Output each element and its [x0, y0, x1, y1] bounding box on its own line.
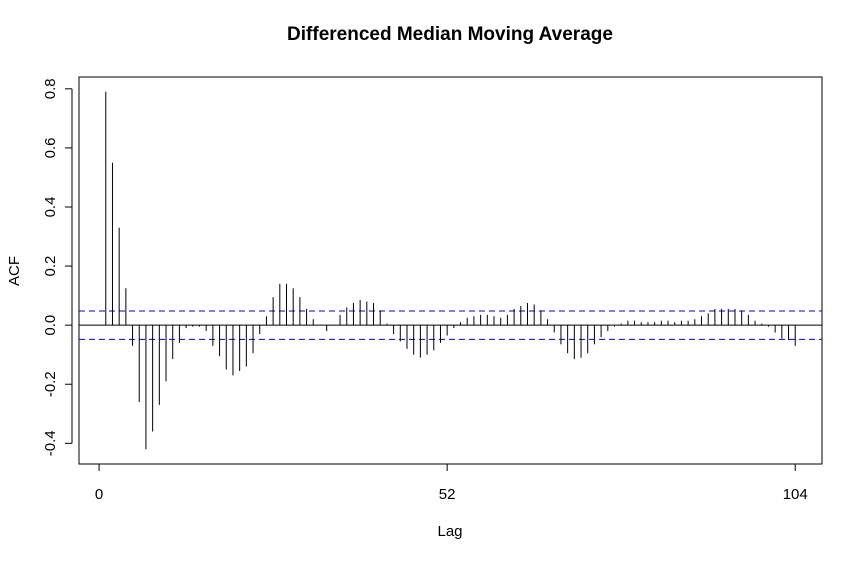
x-tick-label: 104 [783, 486, 808, 503]
y-tick-label: 0.4 [42, 197, 59, 218]
chart-title: Differenced Median Moving Average [287, 24, 613, 45]
y-tick-label: 0.0 [42, 315, 59, 336]
x-tick-label: 52 [439, 486, 456, 503]
y-tick-label: 0.2 [42, 256, 59, 277]
y-tick-label: 0.8 [42, 78, 59, 99]
plot-frame [78, 76, 823, 465]
y-tick-label: -0.2 [42, 371, 59, 397]
x-tick-label: 0 [95, 486, 103, 503]
y-axis: -0.4 -0.2 0.0 0.2 0.4 0.6 0.8 [42, 78, 73, 456]
x-axis-label: Lag [437, 523, 462, 540]
y-tick-label: -0.4 [42, 430, 59, 456]
y-axis-label: ACF [6, 256, 23, 286]
x-axis: 0 52 104 [95, 463, 808, 503]
y-tick-label: 0.6 [42, 137, 59, 158]
acf-bars [105, 91, 796, 450]
